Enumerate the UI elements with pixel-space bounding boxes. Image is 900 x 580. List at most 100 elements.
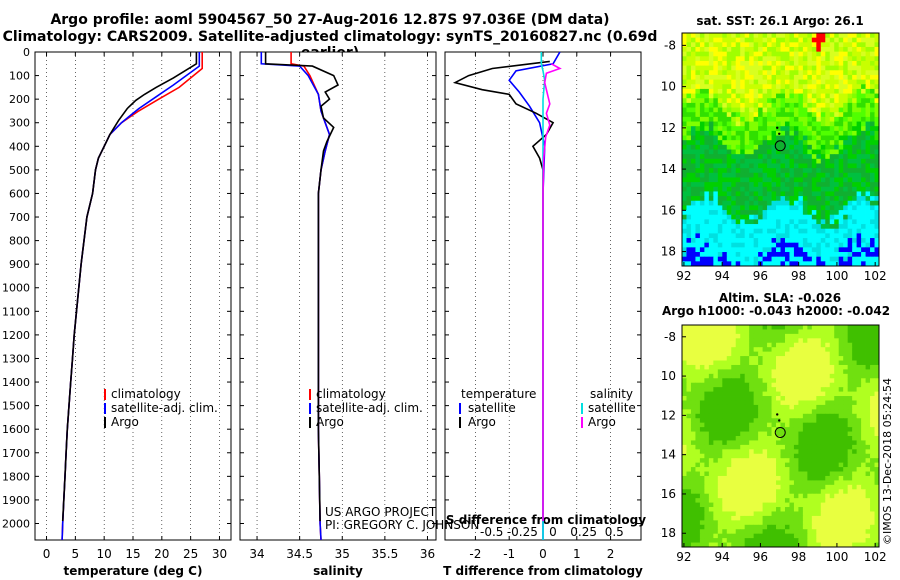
map-cell [699, 79, 705, 85]
map-cell [825, 325, 831, 330]
map-cell [852, 453, 858, 459]
map-cell [789, 182, 795, 188]
map-cell [717, 475, 723, 481]
map-cell [838, 529, 844, 535]
map-cell [811, 498, 817, 503]
map-cell [744, 261, 750, 267]
map-cell [793, 93, 799, 99]
map-cell [798, 400, 804, 406]
map-cell [731, 93, 737, 99]
map-cell [825, 172, 831, 178]
map-cell [740, 163, 746, 169]
map-cell [762, 172, 768, 178]
map-cell [820, 404, 826, 410]
map-cell [870, 42, 875, 48]
map-cell [838, 342, 844, 348]
map-cell [870, 130, 875, 136]
map-cell [829, 347, 835, 353]
map-cell [852, 60, 858, 67]
map-cell [834, 191, 840, 197]
map-cell [740, 515, 746, 521]
map-cell [704, 126, 710, 132]
map-cell [834, 347, 840, 353]
map-cell [758, 70, 763, 76]
map-cell [695, 224, 701, 230]
sst-map-title: sat. SST: 26.1 Argo: 26.1 [696, 14, 863, 28]
map-cell [865, 186, 871, 192]
map-cell [820, 42, 826, 48]
map-cell [753, 256, 759, 262]
map-cell [811, 449, 817, 455]
map-cell [838, 338, 844, 344]
map-cell [856, 489, 862, 495]
map-cell [820, 369, 826, 375]
map-cell [789, 256, 795, 262]
map-cell [847, 228, 853, 234]
map-cell [695, 489, 701, 495]
map-cell [838, 210, 844, 216]
map-cell [789, 172, 795, 178]
map-cell [749, 507, 755, 512]
map-cell [731, 158, 737, 164]
map-cell [708, 135, 714, 141]
map-cell [793, 400, 799, 406]
map-cell [793, 46, 799, 53]
map-cell [820, 360, 826, 366]
map-cell [829, 88, 835, 94]
map-cell [726, 475, 732, 481]
map-cell [820, 538, 826, 543]
project-credit: US ARGO PROJECT PI: GREGORY C. JOHNSON [325, 506, 479, 532]
map-cell [740, 154, 746, 160]
map-cell [776, 436, 781, 441]
map-cell [771, 200, 777, 206]
map-cell [865, 168, 871, 174]
map-cell [762, 347, 768, 353]
map-cell [861, 121, 866, 127]
map-cell [722, 436, 728, 441]
map-cell [695, 238, 701, 244]
map-cell [762, 261, 768, 267]
map-cell [682, 471, 687, 477]
map-cell [820, 163, 826, 169]
map-cell [834, 507, 840, 512]
map-cell [767, 88, 772, 94]
map-cell [731, 325, 737, 330]
map-cell [807, 427, 813, 432]
map-cell [686, 33, 692, 39]
map-cell [735, 42, 741, 48]
map-cell [811, 333, 817, 339]
map-cell [861, 538, 866, 543]
map-cell [722, 356, 728, 361]
map-cell [870, 126, 875, 132]
map-cell [699, 70, 705, 76]
map-cell [767, 135, 772, 141]
map-cell [713, 116, 719, 122]
map-cell [776, 168, 781, 174]
map-cell [695, 98, 701, 104]
map-cell [843, 524, 849, 530]
map-cell [771, 480, 777, 486]
map-cell [753, 228, 759, 234]
map-cell [717, 219, 723, 225]
map-cell [807, 149, 813, 155]
map-cell [825, 102, 831, 108]
map-cell [708, 391, 714, 397]
map-cell [874, 219, 880, 225]
map-cell [793, 351, 799, 357]
map-cell [793, 462, 799, 468]
map-cell [784, 484, 790, 490]
map-cell [843, 404, 849, 410]
map-cell [717, 538, 723, 543]
map-cell [699, 387, 705, 392]
map-cell [784, 149, 790, 155]
map-cell [771, 247, 777, 253]
map-cell [735, 475, 741, 481]
map-cell [811, 74, 817, 80]
map-cell [793, 186, 799, 192]
map-cell [865, 382, 871, 388]
map-cell [802, 436, 808, 441]
map-cell [726, 121, 732, 127]
map-cell [874, 413, 880, 419]
map-cell [704, 364, 710, 370]
map-cell [744, 126, 750, 132]
